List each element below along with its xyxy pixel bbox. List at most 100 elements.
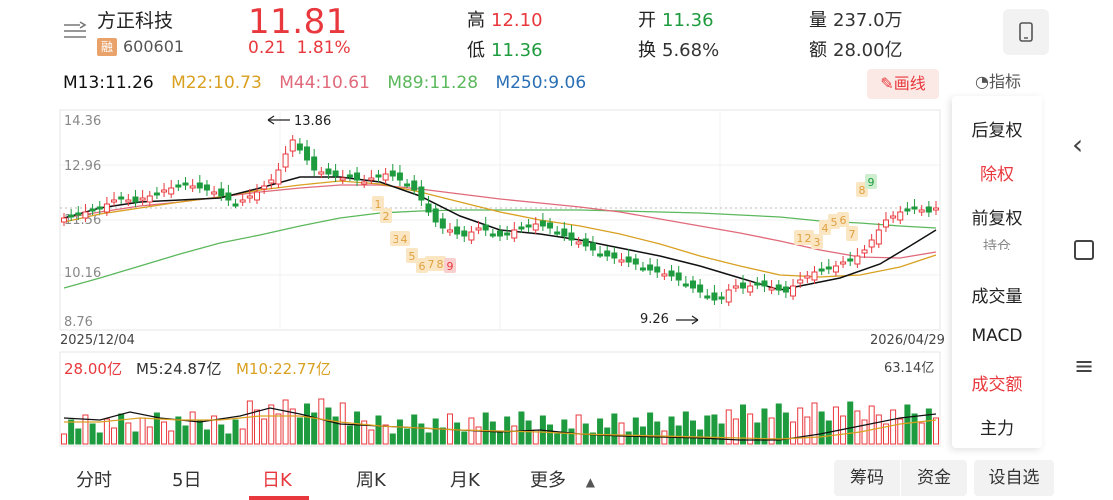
- volume-bar: [253, 409, 260, 445]
- indicator-label: 指标: [988, 72, 1021, 91]
- low-arrowhead: [691, 315, 699, 325]
- landscape-button[interactable]: [1003, 9, 1049, 55]
- candle-body: [118, 196, 125, 200]
- volume-bar: [396, 419, 403, 445]
- volume-bar: [454, 422, 461, 445]
- menu-macd[interactable]: MACD: [971, 326, 1023, 346]
- y-tick-label: 14.36: [64, 114, 101, 129]
- high-quote: 高 12.10: [467, 6, 543, 32]
- menu-icon[interactable]: [62, 20, 88, 42]
- ma13-line: [63, 176, 937, 291]
- volume-bar: [925, 408, 932, 445]
- amount-quote: 额 28.00亿: [809, 36, 903, 62]
- candle-body: [582, 238, 589, 247]
- add-watchlist-button[interactable]: 设自选: [974, 460, 1054, 496]
- volume-bar: [325, 407, 332, 445]
- open-value: 11.36: [662, 10, 714, 31]
- candle-body: [525, 224, 532, 228]
- y-tick-label: 12.96: [64, 159, 101, 174]
- back-icon[interactable]: ‹: [1072, 128, 1084, 161]
- td-sequence-number: 9: [868, 176, 875, 189]
- candle-body: [668, 270, 675, 277]
- tab-weekly-k[interactable]: 周K: [356, 470, 386, 491]
- menu-lines-icon[interactable]: ≡: [1074, 352, 1095, 380]
- td-sequence-number: 3: [393, 233, 400, 246]
- volume-bar: [625, 431, 632, 445]
- tab-5day[interactable]: 5日: [172, 470, 202, 491]
- candle-body: [904, 208, 911, 212]
- funds-button[interactable]: 资金: [901, 460, 967, 496]
- volume-m5: M5:24.87亿: [136, 360, 221, 378]
- volume-bar: [304, 403, 311, 445]
- candle-body: [239, 199, 246, 203]
- td-sequence-number: 7: [428, 258, 435, 271]
- tab-intraday[interactable]: 分时: [76, 470, 112, 491]
- td-sequence-marker: [398, 231, 410, 246]
- caret-up-icon: ▲: [585, 475, 595, 489]
- candle-body: [861, 249, 868, 254]
- volume-bar: [461, 431, 468, 445]
- indicator-toggle[interactable]: ◔指标: [975, 68, 1021, 92]
- volume-m10: M10:22.77亿: [236, 360, 331, 378]
- candle-body: [382, 173, 389, 181]
- candle-body: [597, 253, 604, 257]
- candle-body: [218, 188, 225, 197]
- menu-ex-rights[interactable]: 除权: [980, 165, 1014, 185]
- low-quote: 低 11.36: [467, 36, 543, 62]
- volume-bar: [575, 414, 582, 445]
- volume-bar: [354, 411, 361, 445]
- chips-button[interactable]: 筹码: [834, 460, 900, 496]
- volume-bar: [890, 409, 897, 445]
- open-quote: 开 11.36: [638, 6, 714, 32]
- candle-body: [203, 184, 210, 191]
- low-value: 11.36: [491, 40, 543, 61]
- phone-rotate-icon: [1019, 22, 1033, 42]
- volume-bar: [654, 421, 661, 445]
- candle-body: [132, 196, 139, 203]
- volume-value: 237.0万: [833, 10, 903, 31]
- candle-body: [139, 197, 146, 201]
- tab-daily-k[interactable]: 日K: [262, 470, 292, 491]
- volume-bar: [111, 427, 118, 445]
- candle-body: [761, 280, 768, 287]
- candle-body: [804, 275, 811, 279]
- volume-bar: [118, 413, 125, 445]
- td-sequence-number: 1: [797, 232, 804, 245]
- td-sequence-marker: [865, 174, 877, 189]
- volume-bar: [668, 416, 675, 445]
- volume-bar: [153, 412, 160, 445]
- td-sequence-number: 7: [849, 228, 856, 241]
- volume-bar: [875, 414, 882, 445]
- menu-forward-adjusted[interactable]: 前复权: [971, 209, 1023, 229]
- candle-body: [454, 226, 461, 235]
- turnover-value: 5.68%: [662, 40, 720, 61]
- td-sequence-number: 2: [383, 210, 390, 223]
- tab-more[interactable]: 更多 ▲: [530, 466, 595, 492]
- volume-bar: [132, 431, 139, 445]
- volume-bar: [782, 412, 789, 445]
- draw-line-button[interactable]: ✎画线: [867, 69, 939, 99]
- candle-body: [768, 287, 775, 291]
- volume-bar: [790, 421, 797, 445]
- menu-holdings[interactable]: 持仓: [983, 239, 1011, 250]
- menu-back-adjusted[interactable]: 后复权: [971, 121, 1023, 141]
- candle-body: [103, 203, 110, 213]
- td-sequence-marker: [406, 248, 418, 263]
- volume-bar: [211, 415, 218, 445]
- volume-bar: [411, 414, 418, 445]
- volume-bar: [268, 404, 275, 445]
- kline-chart[interactable]: 14.36 12.96 11.56 10.16 8.76 123 456 7 8 91 2…: [0, 100, 952, 456]
- volume-bar: [761, 408, 768, 445]
- volume-bar: [568, 428, 575, 445]
- candle-body: [354, 172, 361, 181]
- candle-body: [933, 207, 939, 211]
- menu-turnover-amount[interactable]: 成交额: [971, 375, 1023, 395]
- menu-volume[interactable]: 成交量: [971, 287, 1023, 307]
- recent-apps-icon[interactable]: [1074, 240, 1094, 260]
- menu-main-force[interactable]: 主力: [980, 419, 1014, 439]
- volume-bar: [203, 429, 210, 445]
- candle-body: [568, 232, 575, 241]
- volume-bar: [911, 413, 918, 445]
- candle-body: [918, 209, 925, 213]
- tab-monthly-k[interactable]: 月K: [450, 470, 480, 491]
